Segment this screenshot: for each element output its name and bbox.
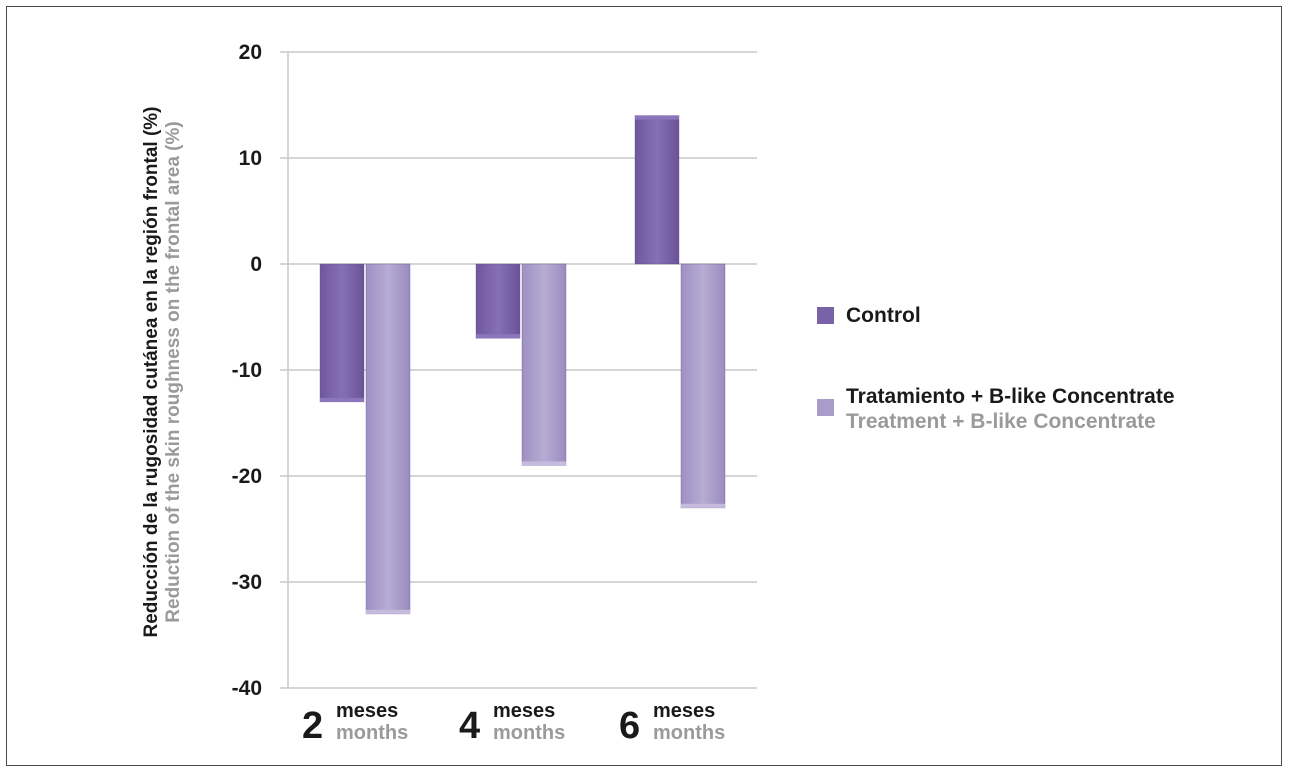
x-category-2: 2 meses months [302, 700, 408, 747]
x-sublabel-es: meses [336, 700, 398, 722]
bar-treatment-2 [365, 263, 411, 615]
bar-cap [635, 115, 679, 120]
y-tick-label: -20 [232, 465, 262, 488]
legend-swatch-control [817, 307, 834, 324]
y-axis-title: Reducción de la rugosidad cutánea en la … [141, 106, 184, 637]
bar-treatment-6 [680, 263, 726, 509]
legend-swatch-treatment [817, 399, 834, 416]
y-tick-label: 0 [250, 253, 262, 276]
bar-treatment-4 [521, 263, 567, 466]
x-category-6: 6 meses months [619, 700, 725, 747]
bar-control-6 [634, 115, 680, 265]
y-tick-label: -10 [232, 359, 262, 382]
x-tick-label: 4 [459, 705, 480, 747]
bar-cap [366, 609, 410, 614]
bar-cap [522, 461, 566, 466]
x-tick-label: 2 [302, 705, 323, 747]
x-category-4: 4 meses months [459, 700, 565, 747]
x-sublabel-en: months [336, 722, 408, 744]
bars [319, 115, 726, 615]
x-tick-label: 6 [619, 705, 640, 747]
y-tick-labels: 20 10 0 -10 -20 -30 -40 [232, 41, 262, 700]
legend-label-control: Control [846, 304, 921, 327]
x-sublabel-es: meses [493, 700, 555, 722]
bar-control-4 [475, 263, 521, 339]
bar-cap [681, 503, 725, 508]
x-sublabel-en: months [493, 722, 565, 744]
legend-label-treatment-en: Treatment + B-like Concentrate [846, 410, 1156, 433]
legend-item-control: Control [817, 304, 921, 327]
legend-label-treatment-es: Tratamiento + B-like Concentrate [846, 385, 1175, 408]
y-axis-label-en: Reduction of the skin roughness on the f… [163, 121, 184, 622]
legend: Control Tratamiento + B-like Concentrate… [817, 304, 1175, 433]
x-sublabel-es: meses [653, 700, 715, 722]
y-tick-label: 20 [239, 41, 262, 64]
bar-cap [476, 334, 520, 339]
y-axis-label-es: Reducción de la rugosidad cutánea en la … [141, 106, 162, 637]
y-tick-label: -40 [232, 677, 262, 700]
y-tick-label: -30 [232, 571, 262, 594]
bar-control-2 [319, 263, 365, 403]
y-tick-label: 10 [239, 147, 262, 170]
bar-cap [320, 397, 364, 402]
legend-item-treatment: Tratamiento + B-like Concentrate Treatme… [817, 385, 1175, 433]
x-sublabel-en: months [653, 722, 725, 744]
